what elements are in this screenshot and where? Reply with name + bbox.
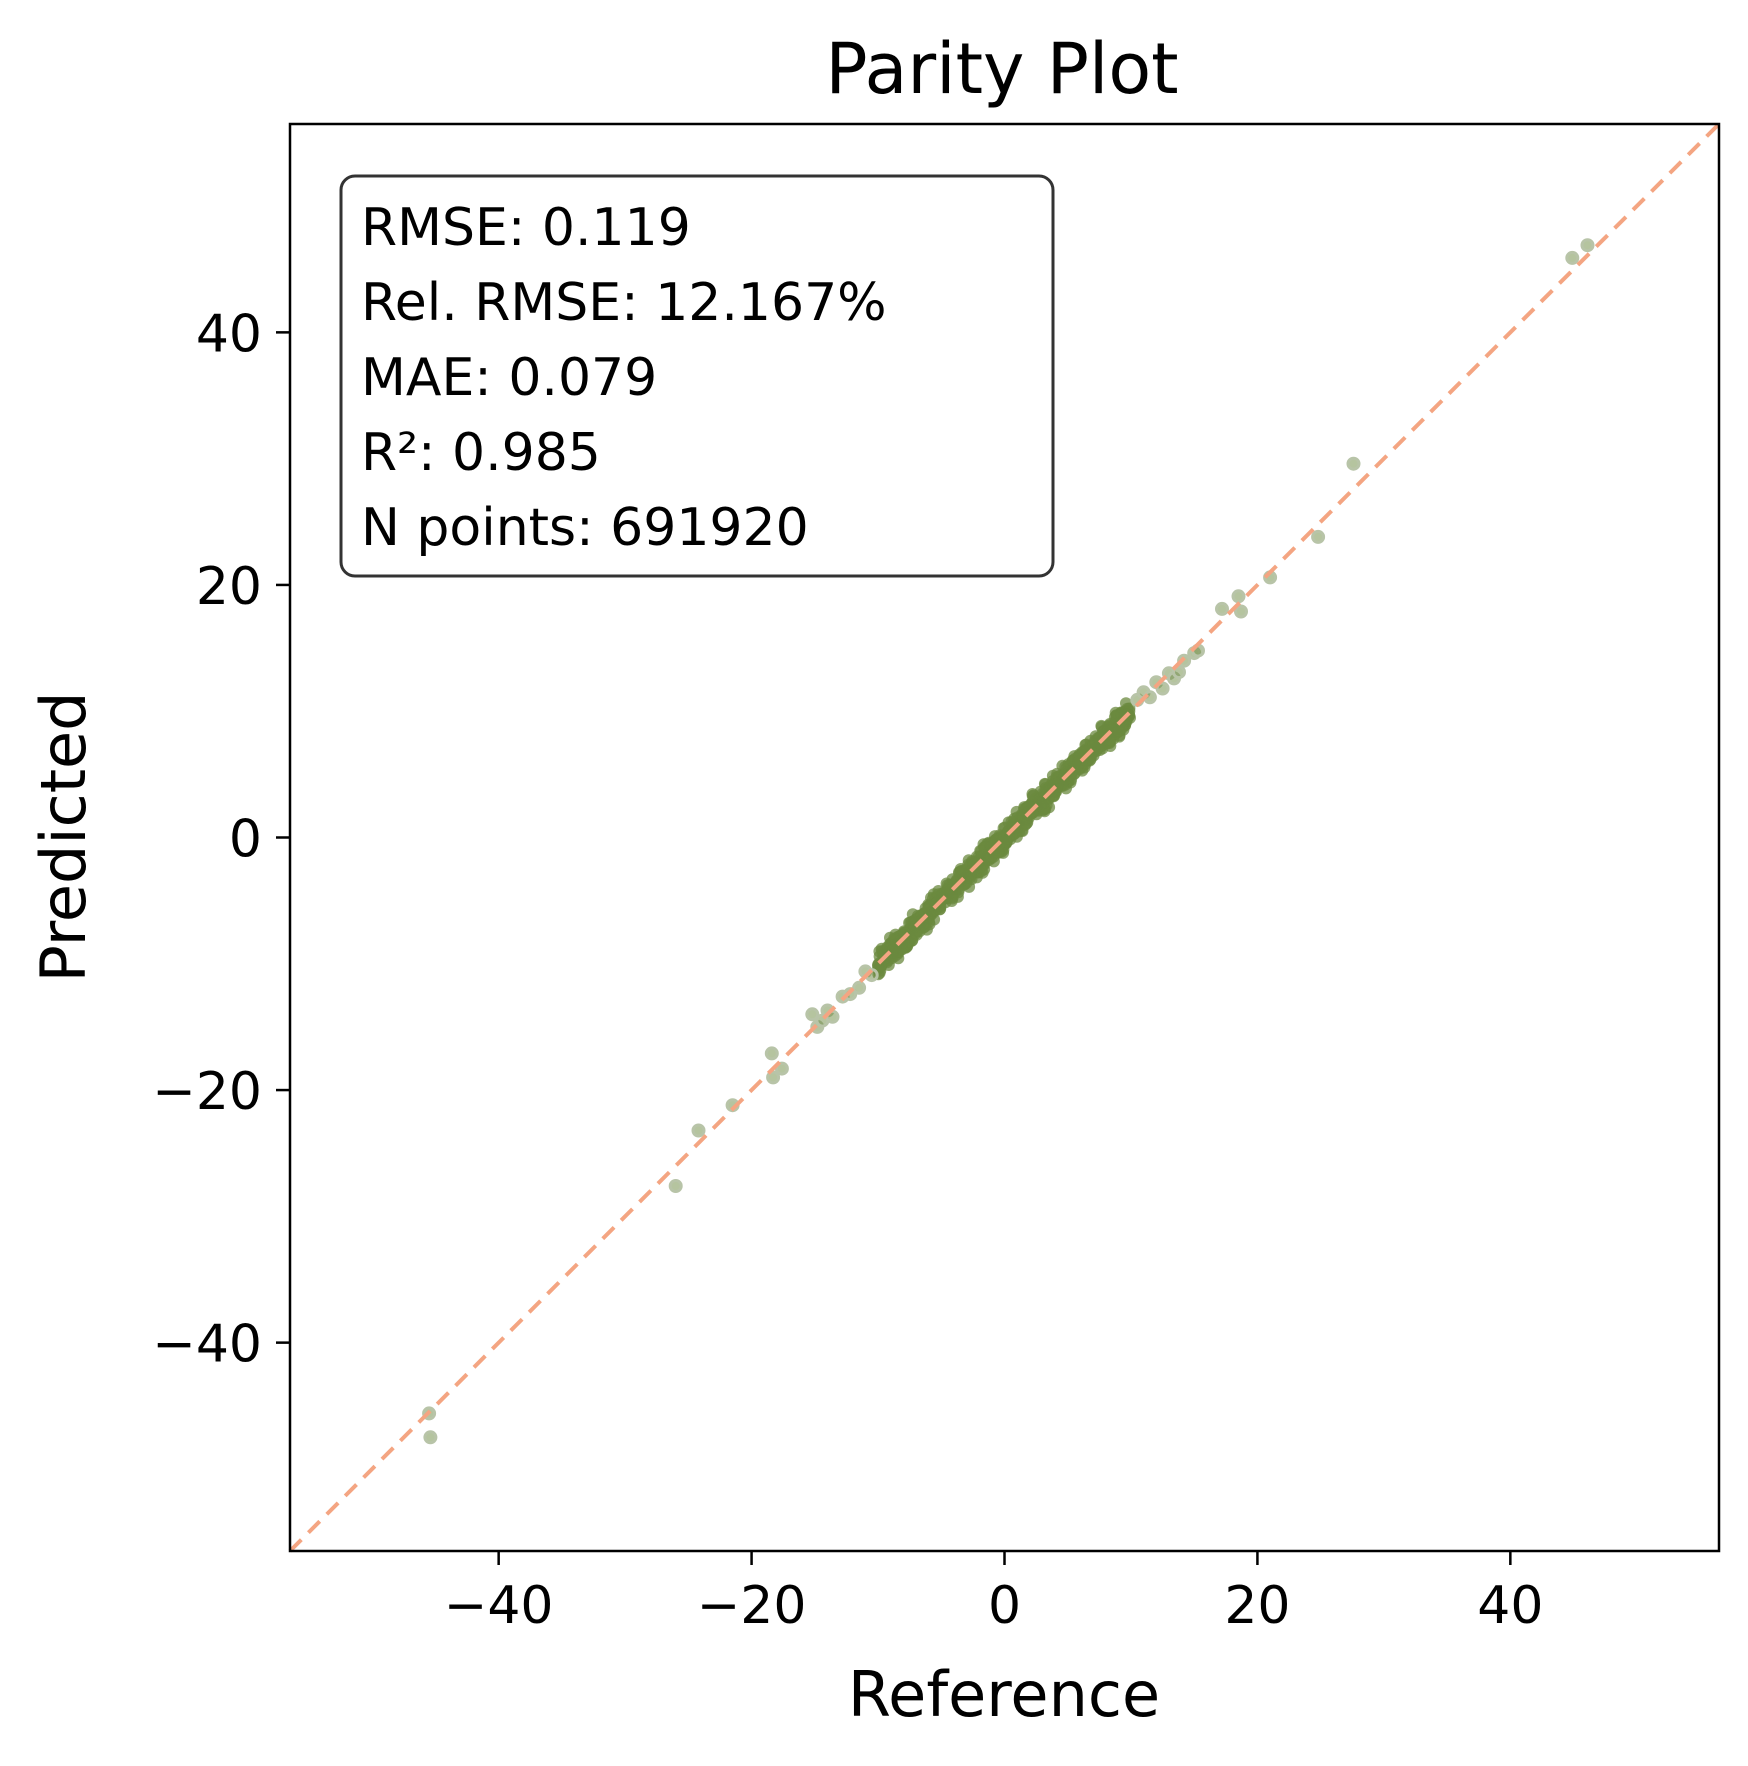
y-tick-label: −20 xyxy=(152,1062,262,1122)
scatter-point xyxy=(1215,601,1229,616)
scatter-point xyxy=(805,1007,820,1022)
scatter-point xyxy=(1346,456,1361,471)
scatter-point xyxy=(852,980,867,995)
cluster-point xyxy=(1050,771,1063,784)
y-tick-label: 20 xyxy=(196,557,262,617)
cluster-point xyxy=(946,892,959,905)
stat-r2: R²: 0.985 xyxy=(361,423,601,483)
scatter-point xyxy=(1580,238,1595,253)
cluster-point xyxy=(941,882,954,895)
cluster-point xyxy=(999,835,1012,848)
stats-box: RMSE: 0.119 Rel. RMSE: 12.167% MAE: 0.07… xyxy=(339,174,1055,578)
scatter-point xyxy=(691,1123,706,1138)
stats-box-frame xyxy=(339,174,1055,578)
cluster-point xyxy=(920,923,933,936)
scatter-point xyxy=(668,1179,683,1193)
y-axis-ticks: −40 −20 0 20 40 xyxy=(152,304,290,1375)
cluster-point xyxy=(1026,788,1039,800)
cluster-point xyxy=(1038,796,1051,809)
x-tick-label: −40 xyxy=(444,1576,554,1636)
y-tick-label: 0 xyxy=(229,810,262,870)
cluster-point xyxy=(963,880,976,893)
scatter-point xyxy=(1155,681,1170,696)
scatter-point xyxy=(1565,250,1580,265)
scatter-point xyxy=(423,1430,438,1445)
stat-rmse: RMSE: 0.119 xyxy=(361,198,691,258)
cluster-point xyxy=(955,864,968,877)
x-tick-label: 40 xyxy=(1477,1576,1543,1636)
x-tick-label: −20 xyxy=(697,1576,807,1636)
y-axis-label: Predicted xyxy=(27,691,100,982)
cluster-point xyxy=(964,871,976,884)
y-tick-label: 40 xyxy=(196,304,262,364)
scatter-point xyxy=(774,1061,789,1076)
scatter-point xyxy=(1172,665,1186,680)
scatter-point xyxy=(1234,604,1248,619)
scatter-point xyxy=(1311,529,1326,544)
x-tick-label: 20 xyxy=(1224,1576,1290,1636)
x-axis-label: Reference xyxy=(848,1658,1160,1731)
stat-rel-rmse: Rel. RMSE: 12.167% xyxy=(361,273,887,333)
scatter-point xyxy=(766,1070,781,1085)
cluster-point xyxy=(874,959,887,972)
scatter-point xyxy=(1231,589,1246,604)
x-axis-ticks: −40 −20 0 20 40 xyxy=(444,1551,1543,1636)
y-tick-label: −40 xyxy=(152,1315,262,1375)
stat-mae: MAE: 0.079 xyxy=(361,348,657,408)
x-tick-label: 0 xyxy=(988,1576,1021,1636)
stat-n-points: N points: 691920 xyxy=(361,498,809,558)
chart-title: Parity Plot xyxy=(825,28,1178,110)
scatter-point xyxy=(764,1046,779,1061)
